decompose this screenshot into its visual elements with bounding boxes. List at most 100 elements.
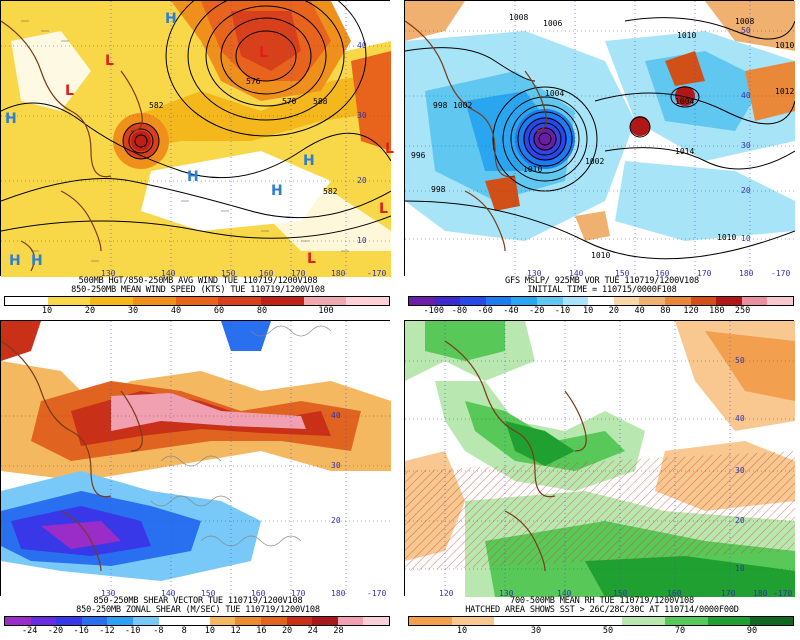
colorbar-segment xyxy=(767,297,793,305)
colorbar-segment xyxy=(579,617,623,625)
map-wind-speed: H L L L H H H H L L L H H 130 140 150 16… xyxy=(0,0,394,278)
colorbar-tick: 120 xyxy=(683,306,699,316)
lat-label: 40 xyxy=(331,411,341,420)
colorbar-ticks: -24 -20 -16 -12 -10 -8 8 10 12 16 20 24 28 xyxy=(4,626,390,638)
colorbar-tick: 40 xyxy=(634,306,645,316)
pressure-label: 998 xyxy=(431,185,446,194)
colorbar-segment xyxy=(690,297,717,305)
colorbar-segment xyxy=(286,617,313,625)
caption-line-2: 850-250MB ZONAL SHEAR (M/SEC) TUE 110719… xyxy=(76,605,320,615)
panel-relative-humidity: 120 130 140 150 160 170 180 -170 50 40 3… xyxy=(404,320,800,640)
pressure-label: 1004 xyxy=(545,89,565,98)
caption-line-1: 700-500MB MEAN RH TUE 110719/1200V108 xyxy=(509,596,695,606)
caption-line-1: GFS MSLP/ 925MB VOR TUE 110719/1200V108 xyxy=(505,276,699,286)
pressure-label: 1014 xyxy=(675,147,695,156)
colorbar-tick: 70 xyxy=(674,626,686,636)
colorbar xyxy=(4,296,390,306)
colorbar-tick: 10 xyxy=(204,626,215,636)
lon-label: 170 xyxy=(721,589,736,598)
colorbar-segment xyxy=(175,297,219,305)
lon-label: 170 xyxy=(291,269,306,278)
colorbar-tick: 30 xyxy=(127,306,139,316)
colorbar-segment xyxy=(639,297,665,305)
high-pressure-icon: H xyxy=(303,153,315,169)
pressure-label: 998 xyxy=(433,101,448,110)
colorbar-segment xyxy=(562,297,589,305)
lon-label: 130 xyxy=(101,589,116,598)
lat-label: 50 xyxy=(741,26,751,35)
lon-label: 130 xyxy=(101,269,116,278)
caption-line-1: 500MB HGT/850-250MB AVG WIND TUE 110719/… xyxy=(78,276,318,286)
high-pressure-icon: H xyxy=(165,11,177,27)
panel-mslp-vorticity: 1008 1010 1004 1008 1010 1004 998 1002 1… xyxy=(404,0,800,320)
lon-label: 120 xyxy=(439,589,454,598)
colorbar-segment xyxy=(30,617,57,625)
pressure-label: 1010 xyxy=(677,31,697,40)
low-pressure-icon: L xyxy=(307,251,316,267)
pressure-label: 1010 xyxy=(523,165,543,174)
map-relative-humidity: 120 130 140 150 160 170 180 -170 50 40 3… xyxy=(404,320,795,598)
lat-label: 40 xyxy=(741,91,751,100)
lon-label: 180 xyxy=(739,269,754,278)
colorbar-segment xyxy=(537,617,580,625)
colorbar-segment xyxy=(409,617,452,625)
lat-label: 20 xyxy=(357,176,367,185)
lon-label: 160 xyxy=(259,269,274,278)
lat-label: 10 xyxy=(741,234,751,243)
contour-label: 570 xyxy=(282,97,297,106)
lon-label: -170 xyxy=(771,269,791,278)
colorbar-ticks: 10 20 30 40 60 80 100 xyxy=(4,306,390,318)
colorbar-segment xyxy=(664,297,691,305)
lon-label: 140 xyxy=(161,589,176,598)
lon-label: 140 xyxy=(557,589,572,598)
colorbar-segment xyxy=(235,617,261,625)
colorbar-segment xyxy=(337,617,364,625)
panel-zonal-shear: 130 140 150 160 170 180 -170 40 30 20 85… xyxy=(0,320,400,640)
colorbar-tick: 24 xyxy=(307,626,318,636)
colorbar-tick: -10 xyxy=(124,626,141,636)
colorbar-segment xyxy=(132,617,159,625)
colorbar-segment xyxy=(303,297,347,305)
pressure-label: 1012 xyxy=(775,87,795,96)
colorbar-tick: 100 xyxy=(318,306,334,316)
colorbar-tick: 10 xyxy=(456,626,468,636)
pressure-label: 996 xyxy=(411,151,426,160)
colorbar-segment xyxy=(716,297,742,305)
colorbar-segment xyxy=(741,297,768,305)
colorbar-tick: 40 xyxy=(170,306,182,316)
colorbar-segment xyxy=(536,297,563,305)
colorbar-tick: -8 xyxy=(153,626,164,636)
colorbar-tick: -10 xyxy=(554,306,571,316)
high-pressure-icon: H xyxy=(187,169,199,185)
lon-label: -170 xyxy=(773,589,793,598)
contour-label: 576 xyxy=(246,77,261,86)
colorbar-tick: 60 xyxy=(213,306,225,316)
pressure-label: 1002 xyxy=(453,101,473,110)
pressure-label: 1010 xyxy=(591,251,611,260)
lon-label: -170 xyxy=(367,269,387,278)
colorbar-tick: 250 xyxy=(734,306,751,316)
colorbar-tick: 16 xyxy=(256,626,267,636)
lon-label: 150 xyxy=(615,269,630,278)
colorbar-segment xyxy=(218,297,262,305)
colorbar-segment xyxy=(511,297,537,305)
colorbar-segment xyxy=(260,617,287,625)
high-pressure-icon: H xyxy=(9,253,21,269)
colorbar-tick: 80 xyxy=(660,306,671,316)
lon-label: 150 xyxy=(613,589,628,598)
colorbar-tick: -20 xyxy=(528,306,545,316)
lon-label: 170 xyxy=(697,269,712,278)
pressure-label: 1008 xyxy=(735,17,755,26)
lon-label: 150 xyxy=(221,269,236,278)
lat-label: 20 xyxy=(331,516,341,525)
lon-label: 140 xyxy=(569,269,584,278)
colorbar-segment xyxy=(209,617,236,625)
colorbar-ticks: -100 -80 -60 -40 -20 -10 10 20 40 80 120 180 250 xyxy=(408,306,794,318)
high-pressure-icon: H xyxy=(271,183,283,199)
colorbar-segment xyxy=(434,297,461,305)
pressure-label: 1004 xyxy=(675,97,695,106)
colorbar-tick: -16 xyxy=(73,626,89,636)
lat-label: 30 xyxy=(735,466,745,475)
colorbar-segment xyxy=(312,617,338,625)
colorbar-segment xyxy=(47,297,91,305)
